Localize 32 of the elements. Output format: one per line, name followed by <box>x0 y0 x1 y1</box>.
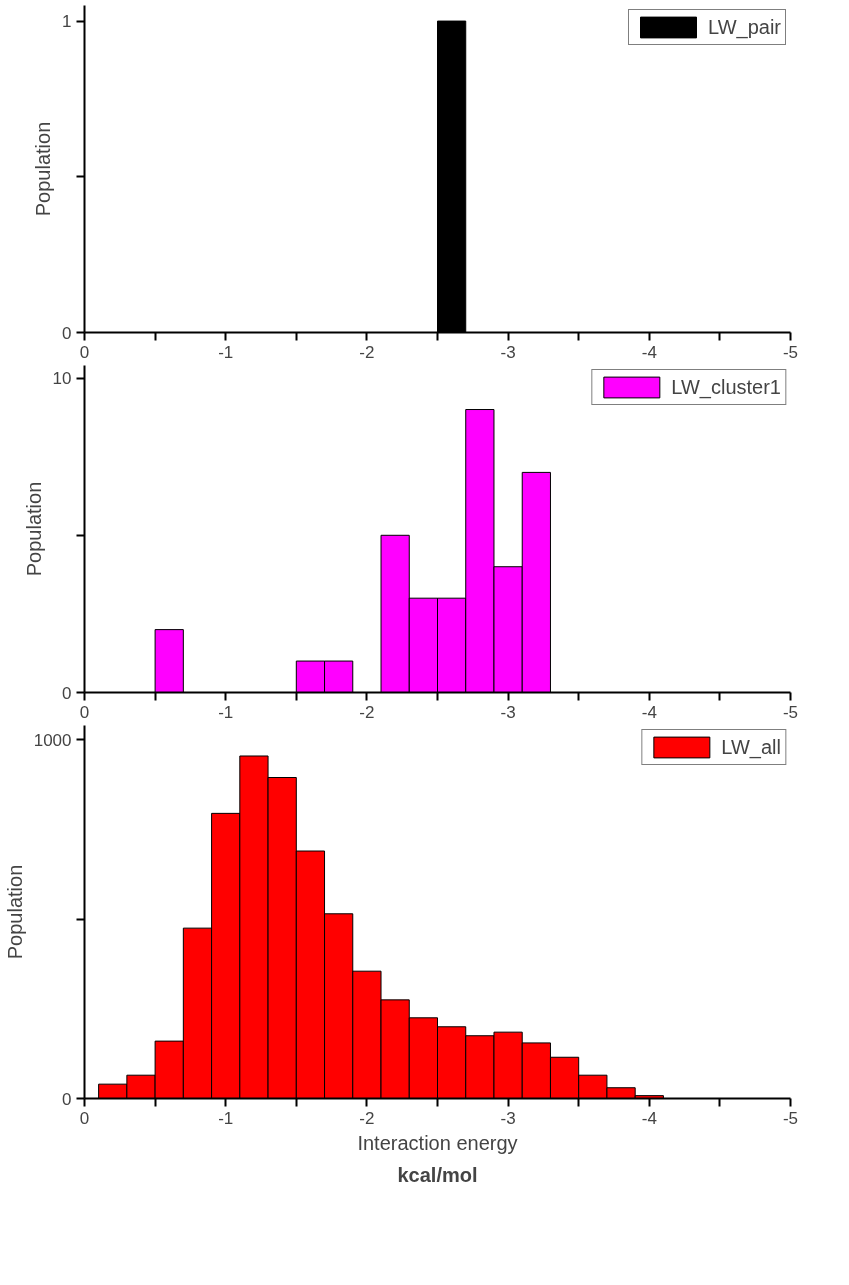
x-tick-label: -5 <box>782 702 799 722</box>
x-tick-label: -4 <box>641 342 657 362</box>
legend-label: LW_pair <box>708 15 781 39</box>
x-tick-label: 0 <box>79 342 90 362</box>
y-axis-title: Population <box>22 481 45 577</box>
x-tick-label: -2 <box>359 1108 375 1128</box>
x-tick-label: -5 <box>782 342 799 362</box>
y-tick-label: 1 <box>62 12 72 32</box>
text: kcal/mol <box>397 1163 478 1186</box>
x-tick-label: -1 <box>218 342 234 362</box>
x-tick-label: -2 <box>359 342 375 362</box>
x-axis-title: Interaction energy <box>357 1131 518 1154</box>
x-tick-label: 0 <box>79 702 90 722</box>
y-axis-title: Population <box>32 121 55 217</box>
x-tick-label: -1 <box>218 702 234 722</box>
y-tick-label: 0 <box>62 683 72 703</box>
x-tick-label: -3 <box>500 1108 516 1128</box>
x-tick-label: -1 <box>218 1108 234 1128</box>
x-tick-label: -3 <box>500 702 516 722</box>
y-tick-label: 0 <box>62 1089 72 1109</box>
y-axis-title: Population <box>3 864 26 960</box>
x-tick-label: 0 <box>79 1108 90 1128</box>
x-tick-label: -4 <box>641 702 657 722</box>
x-tick-label: -3 <box>500 342 516 362</box>
legend-label: LW_all <box>721 735 781 759</box>
legend-label: LW_cluster1 <box>671 375 781 399</box>
x-tick-label: -4 <box>641 1108 657 1128</box>
x-tick-label: -2 <box>359 702 375 722</box>
y-tick-label: 10 <box>52 369 72 389</box>
x-tick-label: -5 <box>782 1108 799 1128</box>
y-tick-label: 1000 <box>33 730 72 750</box>
y-tick-label: 0 <box>62 323 72 343</box>
